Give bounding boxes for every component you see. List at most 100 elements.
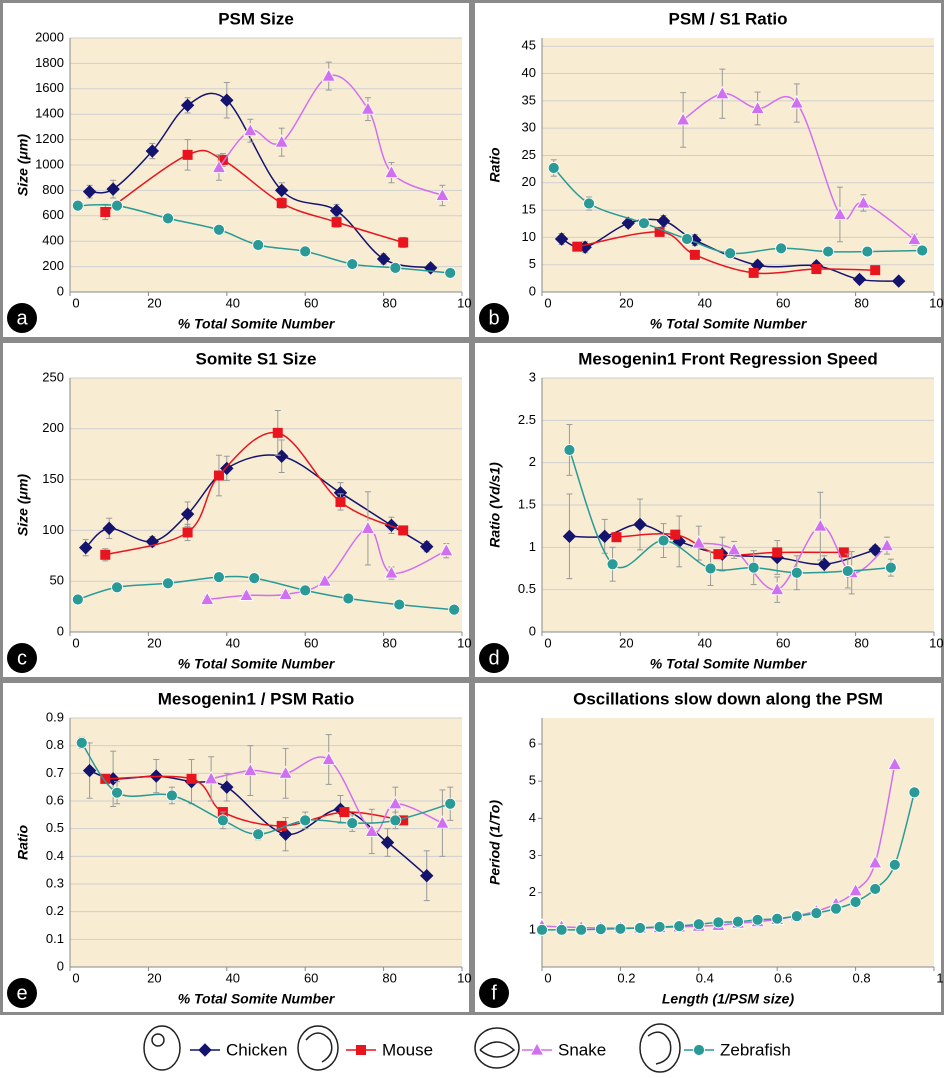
x-tick-label: 20 [147,295,161,310]
x-axis-label: % Total Somite Number [178,991,336,1007]
y-tick-label: 5 [529,256,536,271]
chart-title: PSM Size [218,9,294,28]
marker-square [332,217,342,227]
y-tick-label: 0.6 [46,792,64,807]
x-tick-label: 20 [147,970,161,985]
marker-square [273,428,283,438]
y-axis-label: Size (μm) [15,474,31,536]
x-axis-label: % Total Somite Number [178,656,336,672]
marker-square [870,265,880,275]
x-axis-label: % Total Somite Number [178,316,336,332]
x-tick-label: 60 [304,635,318,650]
panel-letter: d [488,647,499,669]
y-tick-label: 0 [57,958,64,973]
marker-square [811,264,821,274]
y-tick-label: 3 [529,369,536,384]
y-tick-label: 400 [42,233,64,248]
x-tick-label: 80 [382,635,396,650]
y-tick-label: 10 [522,229,536,244]
x-axis-label: % Total Somite Number [650,316,808,332]
x-tick-label: 0 [544,295,551,310]
x-tick-label: 80 [382,295,396,310]
legend-label: Mouse [382,1040,433,1059]
marker-circle [76,737,87,748]
marker-circle [705,563,716,574]
y-tick-label: 2 [529,884,536,899]
x-tick-label: 40 [698,635,712,650]
marker-circle [300,585,311,596]
y-tick-label: 250 [42,369,64,384]
marker-circle [347,818,358,829]
marker-circle [394,599,405,610]
x-tick-label: 0.8 [853,970,871,985]
x-tick-label: 60 [776,635,790,650]
x-tick-label: 40 [226,635,240,650]
marker-circle [654,921,665,932]
panel: 00.10.20.30.40.50.60.70.80.9020406080100… [2,682,479,1014]
plot-area [70,378,462,632]
marker-circle [249,573,260,584]
y-tick-label: 3 [529,847,536,862]
x-tick-label: 100 [929,295,944,310]
marker-circle [658,535,669,546]
marker-circle [862,246,873,257]
marker-square [398,237,408,247]
y-tick-label: 30 [522,120,536,135]
figure: 0200400600800100012001400160018002000020… [0,0,944,1078]
x-tick-label: 0 [544,635,551,650]
x-tick-label: 40 [698,295,712,310]
x-tick-label: 60 [304,295,318,310]
marker-circle [343,593,354,604]
marker-square [772,547,782,557]
marker-circle [635,922,646,933]
marker-circle [909,787,920,798]
marker-circle [163,213,174,224]
y-tick-label: 50 [50,573,64,588]
marker-circle [725,248,736,259]
y-axis-label: Ratio [487,147,503,182]
y-tick-label: 0.7 [46,765,64,780]
x-tick-label: 0.6 [774,970,792,985]
marker-square [713,549,723,559]
y-tick-label: 2 [529,454,536,469]
marker-circle [584,198,595,209]
y-tick-label: 1600 [35,80,64,95]
y-axis-label: Ratio (Vd/s1) [487,462,503,548]
x-tick-label: 0 [544,970,551,985]
panel: 0200400600800100012001400160018002000020… [2,2,479,339]
marker-circle [72,200,83,211]
y-tick-label: 35 [522,92,536,107]
marker-circle [217,815,228,826]
x-tick-label: 60 [776,295,790,310]
y-tick-label: 2000 [35,29,64,44]
y-tick-label: 1 [529,921,536,936]
marker-circle [548,163,559,174]
marker-circle [850,896,861,907]
marker-circle [811,908,822,919]
marker-circle [713,917,724,928]
marker-square [690,250,700,260]
y-tick-label: 0 [57,283,64,298]
panel-letter: c [17,647,27,669]
marker-circle [733,916,744,927]
marker-circle [791,911,802,922]
marker-diamond [199,1044,211,1056]
x-tick-label: 80 [854,635,868,650]
y-tick-label: 25 [522,147,536,162]
panel-letter: f [491,982,497,1004]
mouse-embryo-icon-curl [306,1033,332,1062]
marker-circle [595,924,606,935]
y-tick-label: 6 [529,735,536,750]
x-tick-label: 40 [226,970,240,985]
y-axis-label: Size (μm) [15,134,31,196]
marker-square [187,774,197,784]
marker-square [335,497,345,507]
marker-circle [556,924,567,935]
y-tick-label: 0.9 [46,709,64,724]
plot-area [70,718,462,967]
y-tick-label: 20 [522,174,536,189]
y-tick-label: 1 [529,539,536,554]
marker-square [214,471,224,481]
y-tick-label: 4 [529,810,536,825]
